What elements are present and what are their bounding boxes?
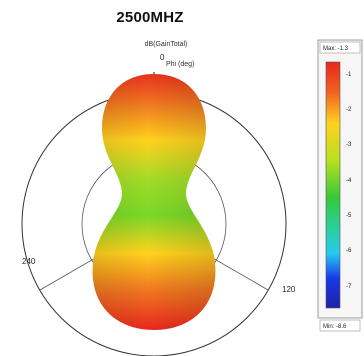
quantity-label: dB(GainTotal) bbox=[145, 41, 188, 48]
colorbar-tick: -4 bbox=[346, 178, 352, 184]
colorbar-tick: -3 bbox=[346, 142, 352, 148]
lobe-shading bbox=[92, 74, 216, 330]
colorbar-min-label: Min: -8.6 bbox=[323, 324, 347, 330]
axis-label: Phi (deg) bbox=[166, 61, 194, 68]
colorbar-tick: -7 bbox=[346, 284, 352, 290]
colorbar-min-box bbox=[319, 319, 361, 332]
colorbar-legend: Max: -1.3 -1 -2 -3 -4 -5 -6 -7 Min: -8.6 bbox=[317, 39, 363, 332]
angle-tick-0: 0 bbox=[160, 53, 165, 62]
colorbar-tick: -5 bbox=[346, 213, 352, 219]
angle-tick-240: 240 bbox=[22, 257, 36, 266]
chart-title: 2500MHZ bbox=[116, 9, 184, 26]
radiation-lobe bbox=[92, 74, 216, 330]
colorbar-tick: -1 bbox=[346, 72, 352, 78]
colorbar-max-label: Max: -1.3 bbox=[323, 46, 349, 52]
colorbar-max-box bbox=[319, 41, 361, 54]
angle-tick-120: 120 bbox=[282, 285, 296, 294]
colorbar-tick: -2 bbox=[346, 107, 352, 113]
colorbar-tick: -6 bbox=[346, 248, 352, 254]
colorbar-gradient bbox=[325, 61, 341, 309]
